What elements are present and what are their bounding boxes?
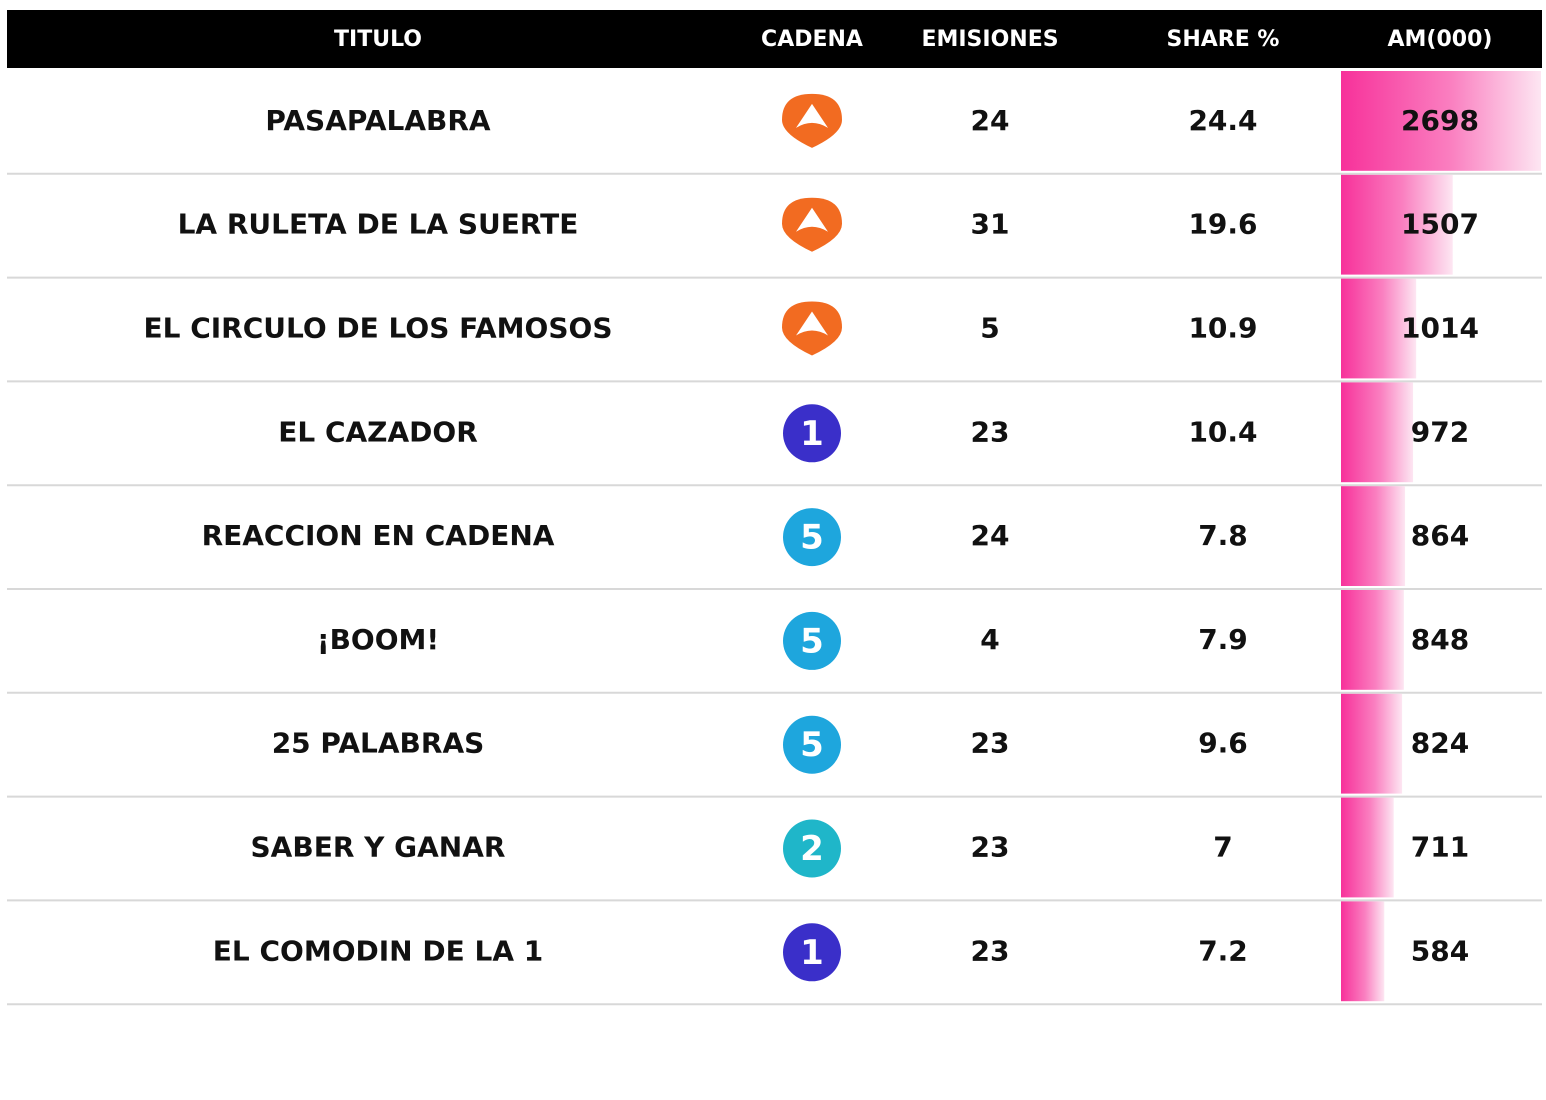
share-cell: 24.4 [1188, 104, 1257, 137]
title-cell: ¡BOOM! [317, 623, 439, 656]
am-cell: 2698 [1401, 104, 1479, 137]
share-cell: 10.9 [1188, 312, 1257, 345]
emisiones-cell: 23 [971, 934, 1010, 967]
am-bar [1341, 174, 1453, 275]
title-cell: EL CIRCULO DE LOS FAMOSOS [144, 312, 613, 345]
emisiones-cell: 4 [980, 623, 999, 656]
emisiones-cell: 24 [971, 519, 1010, 552]
emisiones-cell: 24 [971, 104, 1010, 137]
channel-logo-label: 5 [800, 725, 824, 765]
channel-logo [783, 819, 841, 878]
title-cell: PASAPALABRA [265, 104, 490, 137]
emisiones-cell: 23 [971, 831, 1010, 864]
emisiones-cell: 23 [971, 415, 1010, 448]
am-cell: 864 [1411, 519, 1469, 552]
emisiones-cell: 5 [980, 312, 999, 345]
channel-logo [783, 923, 841, 982]
am-bar [1341, 693, 1403, 794]
title-cell: EL CAZADOR [278, 415, 478, 448]
share-cell: 9.6 [1198, 727, 1248, 760]
channel-logo-label: 1 [800, 414, 824, 454]
channel-logo-label: 5 [800, 518, 824, 558]
am-bar [1341, 590, 1404, 690]
channel-logo [783, 611, 841, 670]
am-bar [1341, 797, 1394, 898]
share-cell: 7 [1213, 831, 1232, 864]
share-cell: 10.4 [1188, 415, 1257, 448]
channel-logo [783, 508, 841, 567]
channel-logo-mark [796, 311, 828, 336]
channel-logo [783, 715, 841, 774]
channel-logo-label: 5 [800, 621, 824, 661]
title-cell: EL COMODIN DE LA 1 [213, 934, 543, 967]
am-bar [1341, 71, 1541, 171]
am-cell: 824 [1411, 727, 1469, 760]
channel-logo-label: 2 [800, 829, 824, 869]
header-cell: CADENA [761, 27, 863, 52]
am-cell: 1014 [1401, 312, 1479, 345]
header-cell: AM(000) [1388, 27, 1493, 52]
channel-logo-mark [796, 103, 828, 128]
channel-logo-label: 1 [800, 933, 824, 973]
am-bar [1341, 486, 1406, 586]
am-bar [1341, 382, 1414, 483]
emisiones-cell: 31 [971, 208, 1010, 241]
share-cell: 19.6 [1188, 208, 1257, 241]
header-bar [7, 10, 1542, 68]
header-cell: TITULO [334, 27, 422, 52]
header-cell: SHARE % [1167, 27, 1280, 52]
title-cell: REACCION EN CADENA [202, 519, 555, 552]
am-bar [1341, 278, 1417, 379]
channel-logo-mark [796, 207, 828, 232]
share-cell: 7.8 [1198, 519, 1248, 552]
am-cell: 1507 [1401, 208, 1479, 241]
share-cell: 7.9 [1198, 623, 1248, 656]
title-cell: 25 PALABRAS [272, 727, 485, 760]
emisiones-cell: 23 [971, 727, 1010, 760]
share-cell: 7.2 [1198, 934, 1248, 967]
title-cell: SABER Y GANAR [251, 831, 506, 864]
am-cell: 848 [1411, 623, 1469, 656]
header-cell: EMISIONES [921, 27, 1058, 52]
am-cell: 584 [1411, 934, 1469, 967]
channel-logo [783, 404, 841, 463]
am-bar [1341, 901, 1385, 1002]
am-cell: 972 [1411, 415, 1469, 448]
am-cell: 711 [1411, 831, 1469, 864]
title-cell: LA RULETA DE LA SUERTE [178, 208, 579, 241]
